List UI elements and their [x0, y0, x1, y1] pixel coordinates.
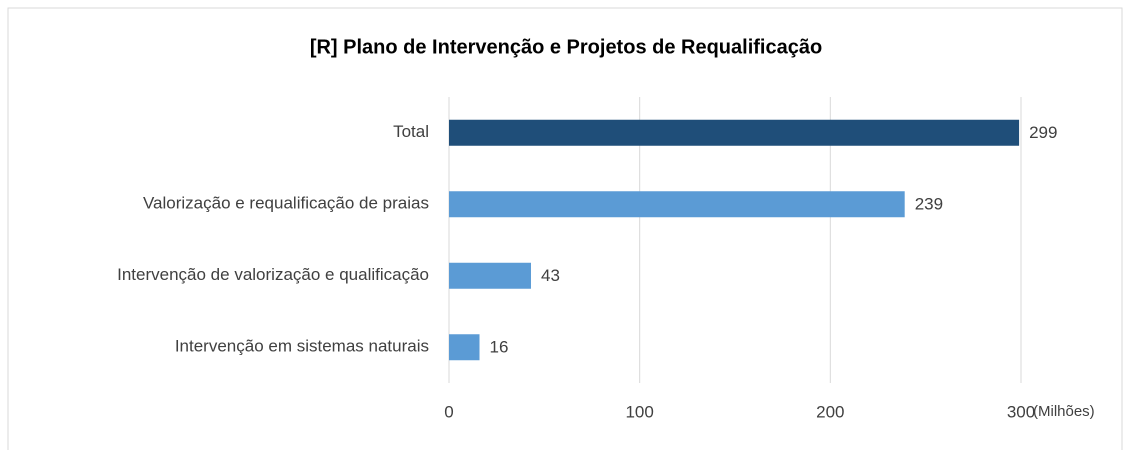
x-tick-label: 100 — [625, 402, 653, 421]
y-tick-label: Valorização e requalificação de praias — [143, 194, 429, 213]
x-tick-label: 300 — [1007, 402, 1035, 421]
bar — [449, 334, 480, 361]
x-axis-label: (Milhões) — [1033, 403, 1095, 420]
value-label: 16 — [490, 338, 509, 357]
bar — [449, 262, 531, 289]
x-tick-label: 200 — [816, 402, 844, 421]
value-label: 43 — [541, 266, 560, 285]
x-tick-label: 0 — [444, 402, 453, 421]
bar — [449, 191, 905, 218]
chart-title: [R] Plano de Intervenção e Projetos de R… — [310, 36, 822, 58]
y-tick-label: Total — [393, 122, 429, 141]
y-tick-label: Intervenção de valorização e qualificaçã… — [117, 265, 429, 284]
value-label: 299 — [1029, 123, 1057, 142]
value-label: 239 — [915, 195, 943, 214]
bar — [449, 119, 1020, 146]
y-tick-label: Intervenção em sistemas naturais — [175, 337, 429, 356]
chart-border — [7, 7, 1123, 455]
